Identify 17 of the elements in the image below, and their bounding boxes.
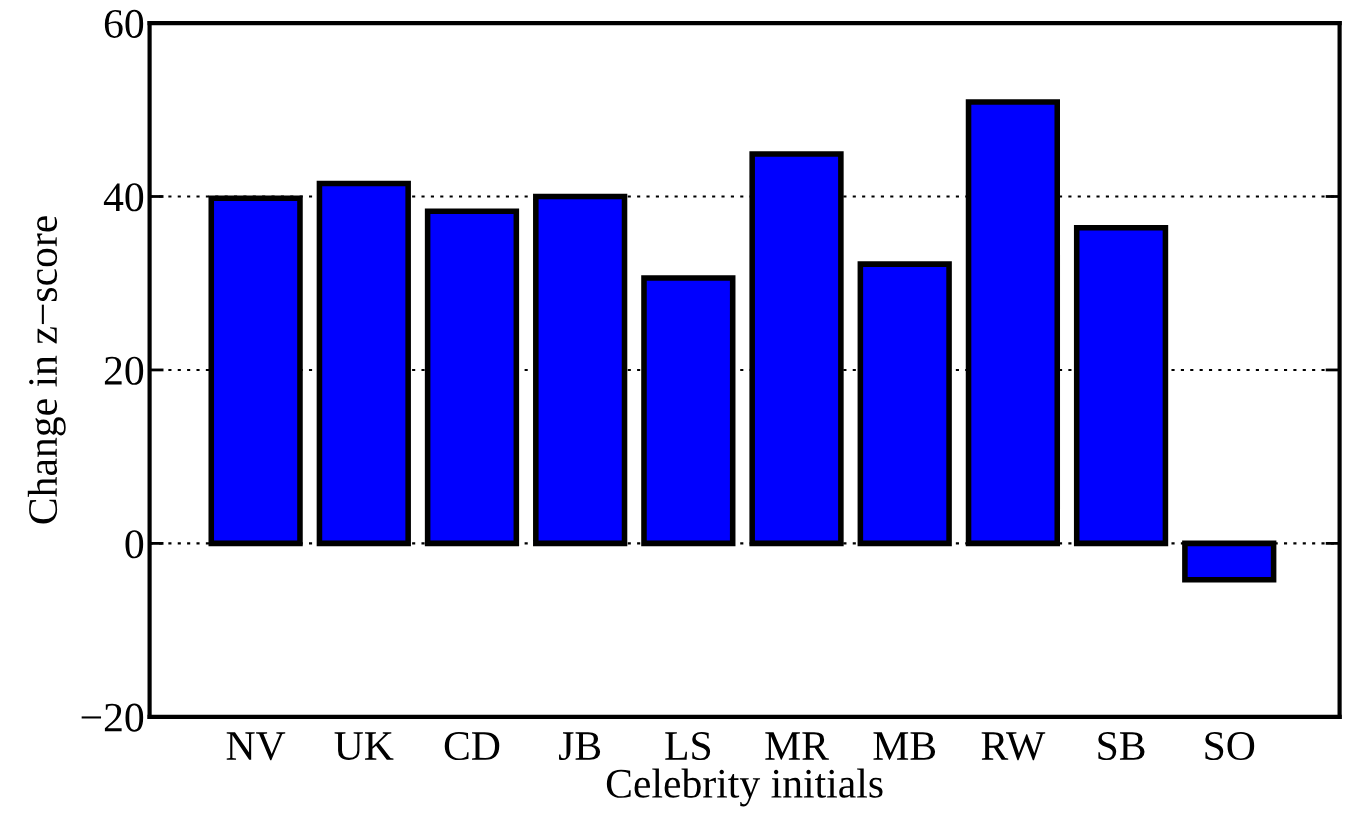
x-tick-label: JB <box>559 732 601 761</box>
x-tick-label: LS <box>665 732 711 761</box>
x-tick-label: UK <box>334 732 394 761</box>
x-tick-label: RW <box>981 732 1046 761</box>
y-tick-label: −20 <box>81 703 144 732</box>
x-tick-label: SB <box>1098 732 1145 761</box>
x-tick-label: NV <box>226 732 286 761</box>
y-tick-label: 40 <box>103 183 144 212</box>
y-tick-label: 20 <box>104 356 144 385</box>
y-tick-label: 60 <box>104 9 144 38</box>
y-tick-label: 0 <box>125 530 144 559</box>
x-tick-label: CD <box>444 732 500 761</box>
x-axis-title: Celebrity initials <box>606 768 883 807</box>
x-tick-label: MR <box>765 732 829 760</box>
x-tick-label: SO <box>1205 732 1255 761</box>
y-axis-title: Change in z−score <box>27 216 66 524</box>
x-tick-label: MB <box>873 732 936 760</box>
